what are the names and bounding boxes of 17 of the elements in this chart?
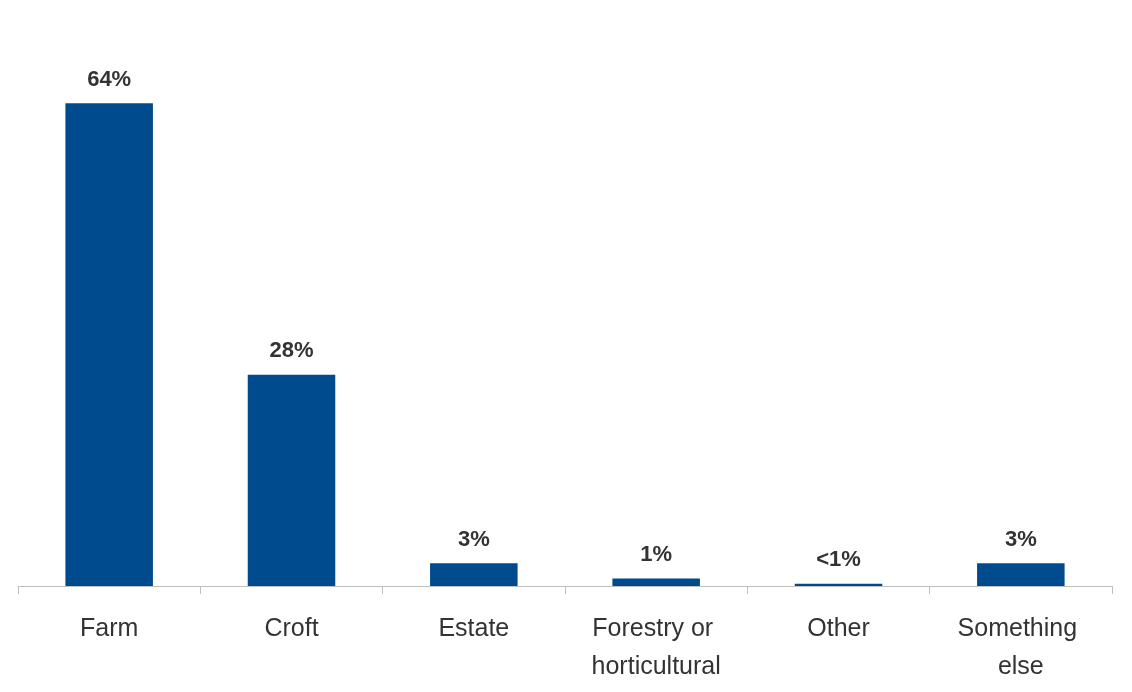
bar: [247, 374, 336, 586]
x-tick-label: Other: [807, 613, 870, 641]
x-tick-label: Something else: [957, 613, 1085, 679]
data-label: <1%: [816, 546, 861, 572]
bar: [977, 563, 1065, 586]
data-label: 28%: [269, 337, 314, 363]
data-label: 1%: [640, 540, 673, 566]
bar: [65, 103, 153, 586]
data-label: 64%: [87, 65, 132, 91]
bar: [612, 578, 700, 586]
x-tick-label: Estate: [438, 613, 510, 641]
bar: [430, 563, 518, 586]
x-tick-label: Farm: [80, 613, 139, 641]
data-label: 3%: [1004, 525, 1037, 551]
data-label: 3%: [457, 525, 490, 551]
x-tick-label: Forestry or horticultural: [591, 613, 721, 679]
x-tick-label: Croft: [264, 613, 319, 641]
